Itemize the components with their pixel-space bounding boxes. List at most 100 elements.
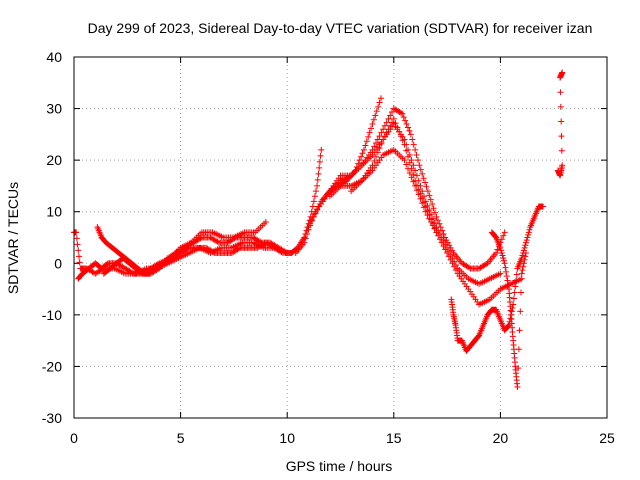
data-point [392, 120, 399, 127]
data-point [498, 249, 505, 256]
data-point [501, 229, 508, 236]
plot-border [73, 56, 608, 419]
data-point [302, 235, 309, 242]
data-point [557, 89, 564, 96]
y-tick-label: 0 [54, 255, 62, 271]
series-track-l [554, 69, 566, 179]
data-point [403, 161, 410, 168]
data-point [74, 241, 81, 248]
data-point [401, 157, 408, 164]
data-point [414, 157, 421, 164]
data-point [449, 260, 456, 267]
data-point [508, 308, 515, 315]
y-tick-label: 20 [46, 152, 62, 168]
data-point [389, 109, 396, 116]
data-point [517, 308, 524, 315]
data-point [421, 199, 428, 206]
data-point [435, 232, 442, 239]
data-point [318, 146, 325, 153]
data-point [307, 220, 314, 227]
data-point [522, 249, 529, 256]
data-point [235, 245, 242, 252]
data-point [412, 177, 419, 184]
data-point [394, 124, 401, 131]
data-point [502, 264, 509, 271]
data-point [279, 249, 286, 256]
x-tick-label: 25 [599, 430, 615, 446]
data-point [429, 200, 436, 207]
y-tick-label: 40 [46, 49, 62, 65]
data-point [372, 112, 379, 119]
data-point [309, 217, 316, 224]
data-point [304, 231, 311, 238]
data-point [378, 129, 385, 136]
data-point [497, 244, 504, 251]
data-point [419, 170, 426, 177]
data-point [410, 141, 417, 148]
data-point [387, 112, 394, 119]
data-point [525, 231, 532, 238]
data-point [497, 270, 504, 277]
data-point [373, 153, 380, 160]
data-point [515, 365, 522, 372]
data-point [426, 212, 433, 219]
data-point [371, 158, 378, 165]
data-point [424, 207, 431, 214]
data-point [557, 103, 564, 110]
data-point [405, 124, 412, 131]
data-point [500, 232, 507, 239]
data-point [419, 194, 426, 201]
data-point [417, 190, 424, 197]
data-point [305, 224, 312, 231]
data-point [514, 384, 521, 391]
data-point [262, 219, 269, 226]
data-point [308, 218, 315, 225]
data-point [412, 146, 419, 153]
data-point [374, 136, 381, 143]
data-point [365, 133, 372, 140]
data-point [510, 295, 517, 302]
data-point [444, 249, 451, 256]
chart-title: Day 299 of 2023, Sidereal Day-to-day VTE… [88, 20, 593, 36]
data-point [403, 147, 410, 154]
data-point [390, 115, 397, 122]
data-point [413, 182, 420, 189]
data-point [376, 99, 383, 106]
data-point [558, 118, 565, 125]
data-point [518, 270, 525, 277]
data-point [511, 289, 518, 296]
data-point [380, 136, 387, 143]
y-tick-label: -10 [42, 307, 62, 323]
data-point [559, 162, 566, 169]
data-point [409, 136, 416, 143]
data-point [493, 249, 500, 256]
data-point [519, 267, 526, 274]
data-point [214, 238, 221, 245]
data-point [515, 346, 522, 353]
data-point [376, 133, 383, 140]
data-point [520, 260, 527, 267]
data-point [387, 122, 394, 129]
data-point [422, 179, 429, 186]
data-point [503, 268, 510, 275]
data-point [378, 95, 385, 102]
data-point [363, 138, 370, 145]
data-point [505, 281, 512, 288]
data-point [310, 213, 317, 220]
y-tick-label: -20 [42, 358, 62, 374]
data-point [507, 315, 514, 322]
data-point [525, 229, 532, 236]
data-point [315, 170, 322, 177]
series-track-d [100, 239, 286, 277]
data-point [369, 162, 376, 169]
data-point [442, 246, 449, 253]
data-point [376, 145, 383, 152]
data-point [443, 237, 450, 244]
data-point [521, 256, 528, 263]
data-point [415, 186, 422, 193]
data-point [406, 170, 413, 177]
data-point [410, 171, 417, 178]
data-point [301, 234, 308, 241]
x-axis-label: GPS time / hours [286, 458, 393, 474]
data-point [312, 188, 319, 195]
